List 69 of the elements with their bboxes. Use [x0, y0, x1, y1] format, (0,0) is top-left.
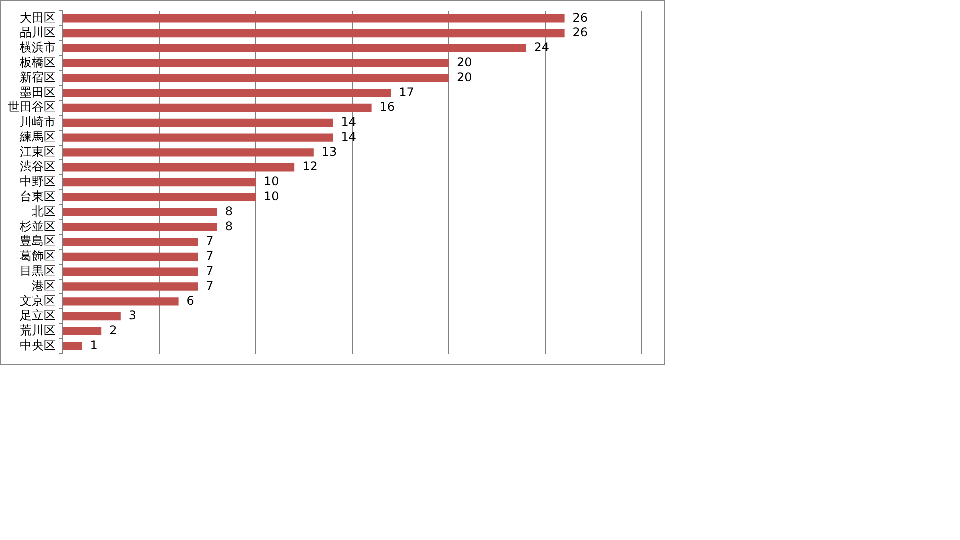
y-tick-label: 練馬区: [19, 130, 56, 144]
y-tick-label: 板橋区: [19, 55, 56, 70]
y-tick-label: 北区: [32, 204, 56, 218]
data-label: 12: [302, 160, 318, 174]
bar: [64, 134, 334, 142]
bar: [64, 312, 121, 321]
bar: [64, 104, 372, 112]
y-tick-label: 中野区: [20, 174, 56, 189]
bar: [64, 14, 565, 23]
data-label: 8: [225, 219, 234, 234]
y-tick-label: 横浜市: [20, 40, 56, 55]
data-label: 8: [225, 204, 234, 218]
bar: [64, 148, 314, 157]
bar: [64, 29, 565, 38]
bar: [64, 327, 102, 336]
bar: [64, 268, 198, 276]
bar: [64, 178, 256, 187]
bar: [64, 298, 179, 306]
bar: [64, 223, 218, 232]
y-tick-label: 台東区: [20, 190, 56, 204]
data-label: 6: [186, 294, 194, 308]
data-label: 1: [90, 338, 98, 352]
data-label: 20: [457, 55, 472, 70]
data-label: 7: [206, 249, 214, 264]
bar: [64, 193, 256, 202]
bar: [64, 118, 334, 128]
data-label: 7: [206, 264, 214, 278]
y-tick-label: 豊島区: [20, 234, 56, 248]
bar: [64, 342, 82, 350]
y-tick-label: 港区: [32, 278, 56, 293]
y-tick-label: 文京区: [20, 294, 56, 308]
y-tick-label: 目黒区: [20, 264, 56, 278]
y-tick-label: 品川区: [20, 26, 56, 40]
data-label: 14: [341, 130, 356, 144]
data-label: 2: [110, 324, 118, 338]
data-label: 20: [457, 70, 472, 84]
data-label: 17: [399, 85, 414, 100]
data-label: 16: [380, 100, 396, 114]
bar: [64, 282, 198, 291]
y-tick-label: 大田区: [20, 10, 56, 25]
y-tick-label: 葛飾区: [20, 249, 56, 264]
y-tick-label: 川崎市: [20, 115, 56, 130]
bar: [64, 252, 198, 262]
y-tick-label: 中央区: [20, 338, 56, 352]
data-label: 10: [264, 190, 280, 204]
data-label: 7: [206, 278, 214, 293]
data-label: 10: [264, 174, 280, 189]
y-tick-label: 世田谷区: [8, 100, 56, 114]
bar: [64, 89, 392, 98]
bar: [64, 208, 218, 216]
bar: [64, 164, 295, 172]
bar: [64, 44, 526, 53]
data-label: 26: [572, 10, 588, 25]
bar: [64, 238, 198, 246]
data-label: 14: [341, 115, 356, 130]
data-label: 24: [534, 40, 550, 55]
y-tick-label: 荒川区: [20, 324, 56, 338]
data-label: 26: [572, 26, 588, 40]
bar: [64, 74, 449, 82]
y-tick-label: 足立区: [20, 308, 56, 323]
bar: [64, 59, 449, 68]
data-label: 13: [322, 144, 338, 159]
y-tick-label: 渋谷区: [20, 160, 56, 174]
y-tick-label: 杉並区: [19, 219, 56, 234]
data-label: 7: [206, 234, 214, 248]
y-tick-label: 墨田区: [20, 85, 56, 100]
y-tick-label: 新宿区: [20, 70, 56, 84]
data-label: 3: [128, 308, 137, 323]
y-tick-label: 江東区: [20, 144, 56, 159]
